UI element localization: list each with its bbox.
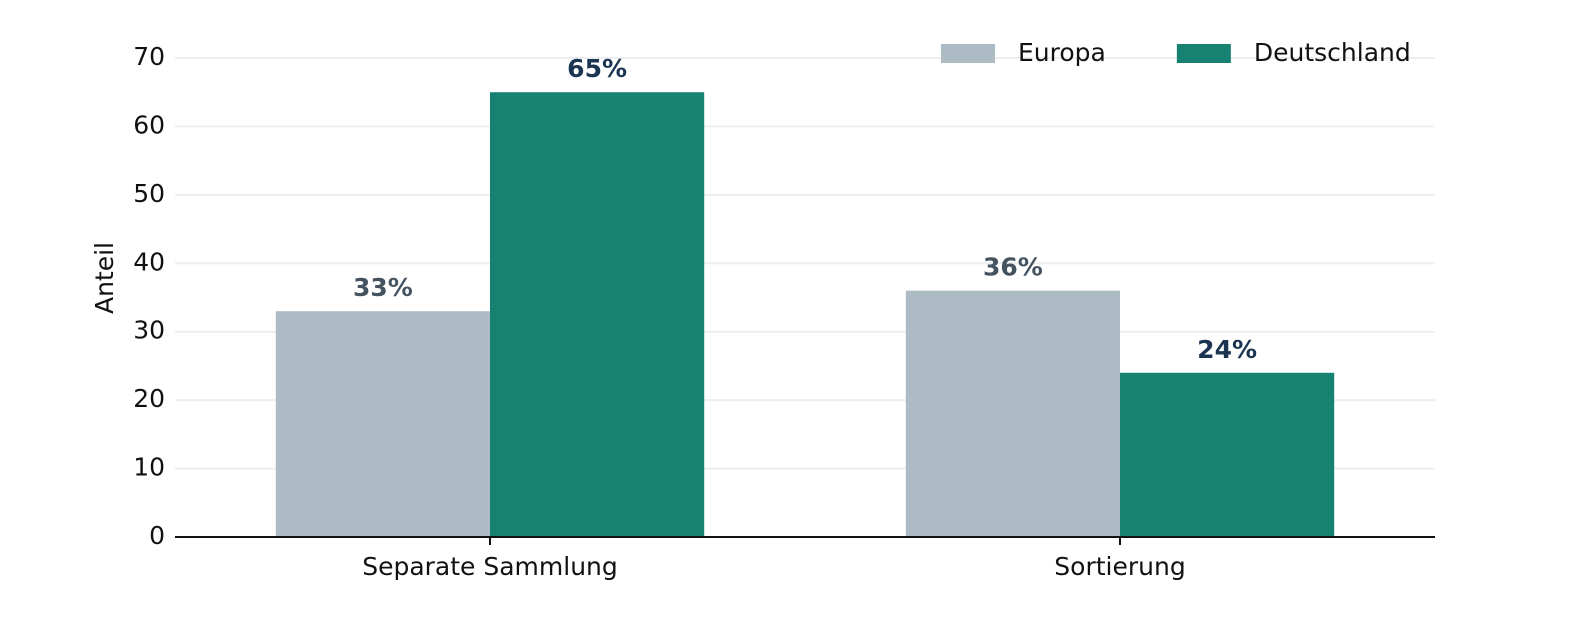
y-tick-label: 70 xyxy=(133,42,165,71)
x-tick-label: Sortierung xyxy=(1054,552,1185,581)
y-tick-label: 60 xyxy=(133,110,165,139)
value-label: 36% xyxy=(983,253,1043,282)
x-tick-label: Separate Sammlung xyxy=(362,552,618,581)
legend-label: Europa xyxy=(1018,38,1106,67)
y-axis-label: Anteil xyxy=(90,242,119,314)
value-label: 33% xyxy=(353,273,413,302)
bar xyxy=(1120,372,1335,537)
bar xyxy=(490,92,705,537)
y-tick-label: 20 xyxy=(133,384,165,413)
legend-swatch xyxy=(1176,44,1231,63)
y-tick-label: 40 xyxy=(133,247,165,276)
y-tick-label: 50 xyxy=(133,179,165,208)
y-tick-label: 0 xyxy=(149,521,165,550)
legend-label: Deutschland xyxy=(1254,38,1411,67)
value-label: 65% xyxy=(567,54,627,83)
bar xyxy=(275,311,490,537)
y-tick-label: 30 xyxy=(133,316,165,345)
bar xyxy=(905,290,1120,537)
value-label: 24% xyxy=(1197,335,1257,364)
y-tick-label: 10 xyxy=(133,453,165,482)
legend-swatch xyxy=(941,44,995,63)
